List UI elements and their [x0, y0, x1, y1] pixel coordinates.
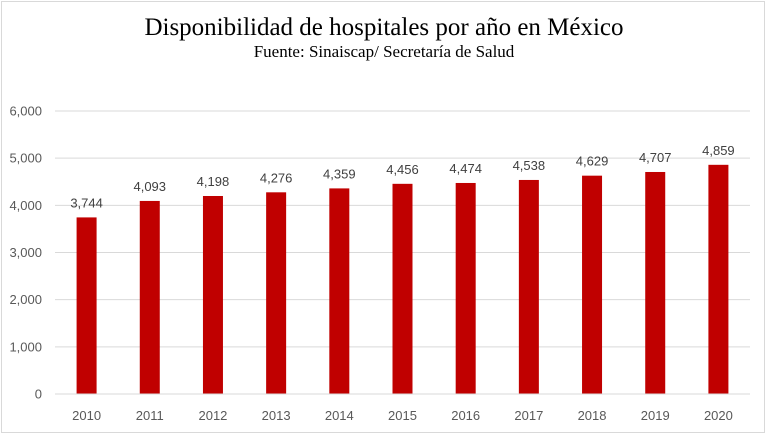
y-axis: 0 1,000 2,000 3,000 4,000 5,000 6,000 — [9, 104, 42, 402]
x-tick-label-2016: 2016 — [451, 408, 480, 423]
bar-2015 — [392, 183, 413, 394]
x-tick-label-2014: 2014 — [325, 408, 354, 423]
x-tick-label-2017: 2017 — [514, 408, 543, 423]
y-tick-label: 1,000 — [9, 339, 42, 354]
y-tick-label: 5,000 — [9, 151, 42, 166]
bar-2018 — [582, 175, 603, 394]
bar-2016 — [455, 182, 476, 394]
bar-2014 — [329, 188, 350, 394]
x-tick-label-2020: 2020 — [704, 408, 733, 423]
bar-2017 — [518, 179, 539, 394]
data-label-2017: 4,538 — [513, 158, 546, 173]
bars — [76, 164, 729, 394]
y-tick-label: 4,000 — [9, 198, 42, 213]
data-label-2010: 3,744 — [70, 195, 103, 210]
x-tick-label-2018: 2018 — [578, 408, 607, 423]
x-axis: 2010 2011 2012 2013 2014 2015 2016 2017 2018 2019… — [55, 393, 750, 423]
data-label-2018: 4,629 — [576, 154, 609, 169]
bar-2019 — [645, 171, 666, 394]
bar-2010 — [76, 217, 97, 394]
x-tick-label-2013: 2013 — [262, 408, 291, 423]
data-label-2013: 4,276 — [260, 170, 293, 185]
chart-title: Disponibilidad de hospitales por año en … — [144, 14, 624, 41]
data-label-2020: 4,859 — [702, 143, 735, 158]
x-tick-label-2019: 2019 — [641, 408, 670, 423]
bar-2013 — [266, 192, 287, 394]
x-tick-label-2012: 2012 — [198, 408, 227, 423]
bar-2011 — [139, 200, 160, 394]
y-tick-label: 2,000 — [9, 292, 42, 307]
data-label-2012: 4,198 — [197, 174, 230, 189]
data-label-2015: 4,456 — [386, 162, 419, 177]
data-labels: 3,744 4,093 4,198 4,276 4,359 4,456 4,474 4,538… — [70, 143, 734, 211]
y-tick-label: 6,000 — [9, 104, 42, 119]
bar-2012 — [202, 195, 223, 394]
x-tick-label-2011: 2011 — [136, 408, 164, 423]
x-tick-label-2015: 2015 — [388, 408, 417, 423]
data-label-2014: 4,359 — [323, 166, 356, 181]
data-label-2019: 4,707 — [639, 150, 672, 165]
data-label-2011: 4,093 — [133, 179, 166, 194]
x-tick-label-2010: 2010 — [72, 408, 101, 423]
y-tick-label: 0 — [35, 387, 42, 402]
chart-subtitle: Fuente: Sinaiscap/ Secretaría de Salud — [253, 42, 515, 61]
y-tick-label: 3,000 — [9, 245, 42, 260]
data-label-2016: 4,474 — [449, 161, 482, 176]
bar-2020 — [708, 164, 729, 394]
